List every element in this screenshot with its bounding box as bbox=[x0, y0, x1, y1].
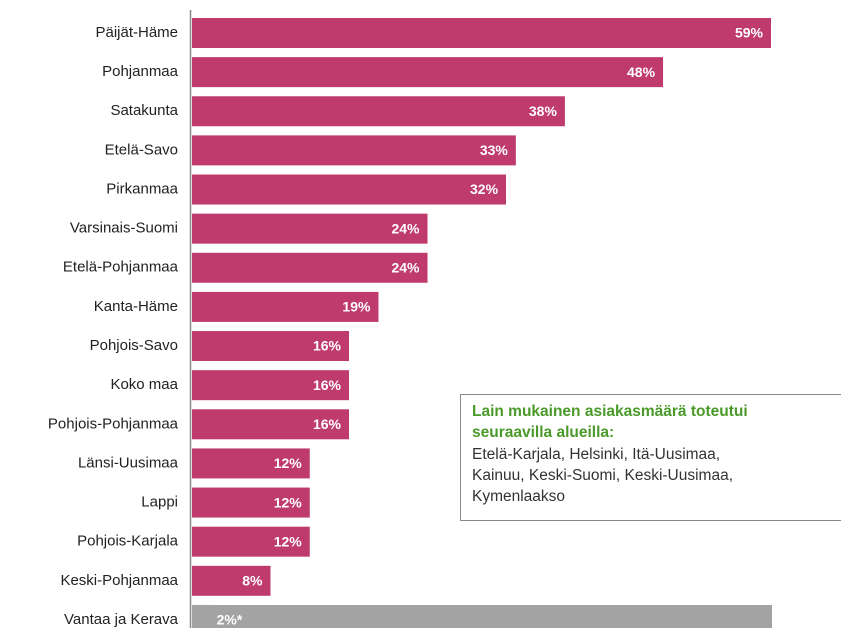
annotation-box bbox=[460, 394, 841, 521]
y-tick-label: Keski-Pohjanmaa bbox=[60, 572, 178, 589]
y-tick-label: Etelä-Pohjanmaa bbox=[63, 259, 179, 276]
data-label: 2%* bbox=[217, 612, 243, 628]
bar bbox=[192, 331, 350, 362]
data-label: 16% bbox=[313, 377, 342, 393]
bar bbox=[192, 409, 350, 440]
bar bbox=[192, 487, 310, 518]
y-tick-label: Kanta-Häme bbox=[94, 298, 178, 315]
bar bbox=[192, 370, 350, 401]
y-tick-label: Länsi-Uusimaa bbox=[78, 454, 179, 471]
y-tick-label: Etelä-Savo bbox=[105, 141, 178, 158]
bar bbox=[192, 96, 565, 127]
data-label: 12% bbox=[274, 533, 303, 549]
y-tick-label: Lappi bbox=[141, 494, 178, 511]
y-tick-label: Pohjois-Pohjanmaa bbox=[48, 415, 179, 432]
bar bbox=[192, 18, 771, 48]
bar bbox=[192, 252, 428, 283]
y-tick-label: Pohjanmaa bbox=[102, 63, 179, 80]
bar bbox=[192, 565, 271, 596]
annotation-text: Etelä-Karjala, Helsinki, Itä-Uusimaa, bbox=[472, 446, 720, 463]
y-tick-label: Vantaa ja Kerava bbox=[64, 611, 179, 628]
annotation-text: Kainuu, Keski-Suomi, Keski-Uusimaa, bbox=[472, 467, 733, 484]
data-label: 59% bbox=[735, 25, 764, 41]
data-label: 24% bbox=[391, 259, 420, 275]
data-label: 32% bbox=[470, 181, 499, 197]
y-tick-label: Satakunta bbox=[110, 102, 178, 119]
data-label: 38% bbox=[529, 103, 558, 119]
data-label: 8% bbox=[242, 573, 263, 589]
y-tick-label: Pohjois-Savo bbox=[90, 337, 178, 354]
bar bbox=[192, 57, 664, 88]
bar bbox=[192, 604, 212, 628]
row-highlight bbox=[192, 605, 772, 628]
data-label: 16% bbox=[313, 416, 342, 432]
data-label: 33% bbox=[480, 142, 509, 158]
annotation-title: seuraavilla alueilla: bbox=[472, 424, 614, 441]
data-label: 19% bbox=[342, 299, 371, 315]
y-tick-label: Varsinais-Suomi bbox=[70, 220, 178, 237]
y-tick-label: Pirkanmaa bbox=[106, 180, 178, 197]
bar bbox=[192, 213, 428, 244]
data-label: 12% bbox=[274, 494, 303, 510]
data-label: 24% bbox=[391, 220, 420, 236]
bar bbox=[192, 448, 310, 479]
data-label: 12% bbox=[274, 455, 303, 471]
annotation-text: Kymenlaakso bbox=[472, 488, 565, 505]
annotation-title: Lain mukainen asiakasmäärä toteutui bbox=[472, 403, 748, 420]
bar bbox=[192, 526, 310, 557]
data-label: 48% bbox=[627, 64, 656, 80]
y-tick-label: Koko maa bbox=[110, 376, 178, 393]
y-tick-label: Pohjois-Karjala bbox=[77, 533, 179, 550]
bar bbox=[192, 135, 516, 166]
y-tick-label: Päijät-Häme bbox=[95, 24, 178, 41]
bar bbox=[192, 291, 379, 322]
bar bbox=[192, 174, 507, 205]
data-label: 16% bbox=[313, 338, 342, 354]
